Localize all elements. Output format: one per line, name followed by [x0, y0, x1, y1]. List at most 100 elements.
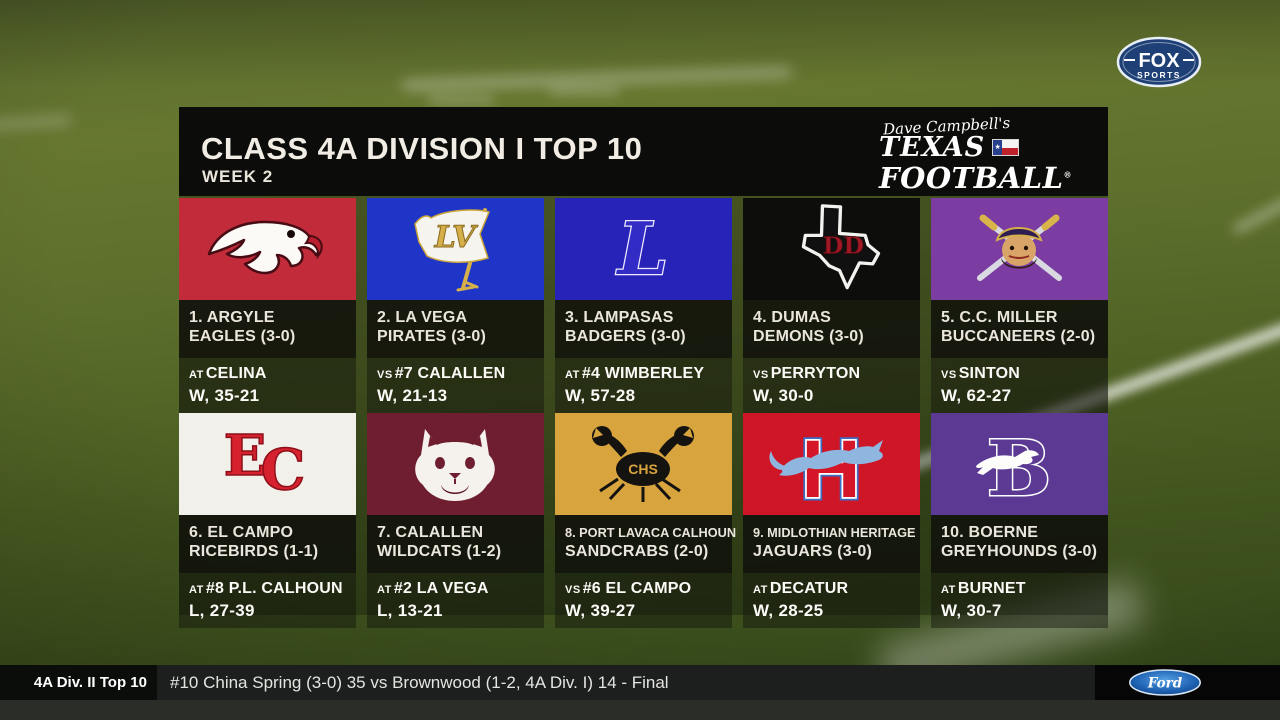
yard-line: [548, 87, 620, 95]
team-result: VS #7 CALALLEN W, 21-13: [367, 358, 544, 413]
game-score: W, 30-7: [941, 601, 1002, 620]
la-vega-pirates-logo: LV: [367, 198, 544, 300]
svg-text:L: L: [616, 206, 669, 291]
boerne-greyhounds-logo: B: [931, 413, 1108, 515]
score-ticker: 4A Div. II Top 10 #10 China Spring (3-0)…: [0, 665, 1280, 700]
opponent-prefix: VS: [377, 369, 393, 381]
sports-text: SPORTS: [1137, 70, 1181, 80]
yard-line: [0, 115, 73, 130]
opponent-prefix: VS: [753, 369, 769, 381]
team-name: 10. BOERNE GREYHOUNDS (3-0): [931, 515, 1108, 573]
team-mascot-record: PIRATES (3-0): [377, 328, 486, 345]
brand-football-text: FOOTBALL®: [879, 161, 1072, 195]
team-rank-name: 9. MIDLOTHIAN HERITAGE: [753, 525, 916, 540]
team-grid: 1. ARGYLE EAGLES (3-0) AT CELINA W, 35-21…: [179, 198, 1108, 628]
texas-flag-icon: ★: [992, 139, 1020, 156]
team-mascot-record: EAGLES (3-0): [189, 328, 296, 345]
team-result: AT CELINA W, 35-21: [179, 358, 356, 413]
calallen-wildcats-logo: [367, 413, 544, 515]
opponent-prefix: AT: [189, 369, 204, 381]
svg-text:DD: DD: [823, 231, 864, 259]
fox-sports-logo: FOX SPORTS: [1116, 36, 1202, 88]
ford-logo-icon: Ford: [1129, 669, 1201, 696]
team-name: 5. C.C. MILLER BUCCANEERS (2-0): [931, 300, 1108, 358]
team-name: 9. MIDLOTHIAN HERITAGE JAGUARS (3-0): [743, 515, 920, 573]
team-rank-name: 7. CALALLEN: [377, 524, 484, 541]
team-card-el-campo: E C 6. EL CAMPO RICEBIRDS (1-1) AT #8 P.L…: [179, 413, 356, 628]
team-mascot-record: BADGERS (3-0): [565, 328, 686, 345]
opponent-prefix: VS: [565, 584, 581, 596]
opponent-name: #7 CALALLEN: [394, 365, 506, 382]
eagle-head-icon: [207, 220, 323, 275]
game-score: W, 35-21: [189, 386, 260, 405]
svg-text:H: H: [801, 424, 860, 515]
opponent-name: #8 P.L. CALHOUN: [205, 580, 343, 597]
team-mascot-record: WILDCATS (1-2): [377, 543, 502, 560]
opponent-name: #2 LA VEGA: [393, 580, 489, 597]
svg-text:C: C: [261, 437, 306, 503]
team-rank-name: 10. BOERNE: [941, 524, 1039, 541]
team-card-midlothian-heritage: H H 9. MIDLOTHIAN HERITAGE JAGUARS (3-0)…: [743, 413, 920, 628]
opponent-name: BURNET: [957, 580, 1026, 597]
texas-football-logo: Dave Campbell's TEXAS ★ FOOTBALL®: [879, 114, 1094, 195]
fox-text: FOX: [1138, 50, 1180, 72]
team-name: 3. LAMPASAS BADGERS (3-0): [555, 300, 732, 358]
team-name: 6. EL CAMPO RICEBIRDS (1-1): [179, 515, 356, 573]
team-result: AT #4 WIMBERLEY W, 57-28: [555, 358, 732, 413]
panel-header: CLASS 4A DIVISION I TOP 10 WEEK 2 Dave C…: [179, 107, 1108, 196]
team-mascot-record: GREYHOUNDS (3-0): [941, 543, 1098, 560]
game-score: W, 39-27: [565, 601, 636, 620]
team-rank-name: 1. ARGYLE: [189, 309, 275, 326]
opponent-prefix: VS: [941, 369, 957, 381]
team-rank-name: 3. LAMPASAS: [565, 309, 674, 326]
yard-line: [1231, 181, 1280, 236]
svg-text:E: E: [224, 423, 267, 489]
team-card-calallen: 7. CALALLEN WILDCATS (1-2) AT #2 LA VEGA …: [367, 413, 544, 628]
team-card-boerne: B 10. BOERNE GREYHOUNDS (3-0) AT BURNET W…: [931, 413, 1108, 628]
team-mascot-record: SANDCRABS (2-0): [565, 543, 709, 560]
team-result: AT BURNET W, 30-7: [931, 573, 1108, 628]
texas-outline-icon: DD: [801, 204, 881, 290]
letter-l-icon: L: [614, 205, 669, 293]
opponent-name: #6 EL CAMPO: [582, 580, 692, 597]
argyle-eagles-logo: [179, 198, 356, 300]
opponent-name: PERRYTON: [770, 365, 861, 382]
team-result: AT #8 P.L. CALHOUN L, 27-39: [179, 573, 356, 628]
wildcat-head-icon: [415, 429, 495, 501]
opponent-prefix: AT: [565, 369, 580, 381]
team-result: VS SINTON W, 62-27: [931, 358, 1108, 413]
game-score: W, 21-13: [377, 386, 448, 405]
opponent-prefix: AT: [941, 584, 956, 596]
game-score: W, 62-27: [941, 386, 1012, 405]
team-result: AT #2 LA VEGA L, 13-21: [367, 573, 544, 628]
dumas-demons-logo: DD: [743, 198, 920, 300]
opponent-prefix: AT: [189, 584, 204, 596]
game-score: W, 28-25: [753, 601, 824, 620]
game-score: W, 30-0: [753, 386, 814, 405]
team-card-pl-calhoun: CHS 8. PORT LAVACA CALHOUN SANDCRABS (2-…: [555, 413, 736, 628]
yard-line: [428, 96, 494, 104]
ford-text: Ford: [1147, 675, 1183, 691]
svg-text:LV: LV: [434, 220, 479, 255]
team-result: VS #6 EL CAMPO W, 39-27: [555, 573, 732, 628]
week-subtitle: WEEK 2: [202, 167, 274, 186]
letter-h-jaguar-icon: H H: [769, 421, 883, 515]
team-name: 2. LA VEGA PIRATES (3-0): [367, 300, 544, 358]
team-rank-name: 6. EL CAMPO: [189, 524, 294, 541]
game-score: L, 27-39: [189, 601, 255, 620]
team-result: AT DECATUR W, 28-25: [743, 573, 920, 628]
team-mascot-record: JAGUARS (3-0): [753, 543, 873, 560]
opponent-name: DECATUR: [769, 580, 849, 597]
team-name: 8. PORT LAVACA CALHOUN SANDCRABS (2-0): [555, 515, 736, 573]
calhoun-sandcrabs-logo: CHS: [555, 413, 732, 515]
opponent-prefix: AT: [377, 584, 392, 596]
ticker-category-label: 4A Div. II Top 10: [0, 665, 157, 700]
team-name: 7. CALALLEN WILDCATS (1-2): [367, 515, 544, 573]
cc-miller-buccaneers-logo: [931, 198, 1108, 300]
team-rank-name: 2. LA VEGA: [377, 309, 468, 326]
team-card-la-vega: LV 2. LA VEGA PIRATES (3-0) VS #7 CALALLE…: [367, 198, 544, 413]
team-name: 1. ARGYLE EAGLES (3-0): [179, 300, 356, 358]
ticker-sponsor: Ford: [1095, 665, 1280, 700]
team-rank-name: 4. DUMAS: [753, 309, 832, 326]
